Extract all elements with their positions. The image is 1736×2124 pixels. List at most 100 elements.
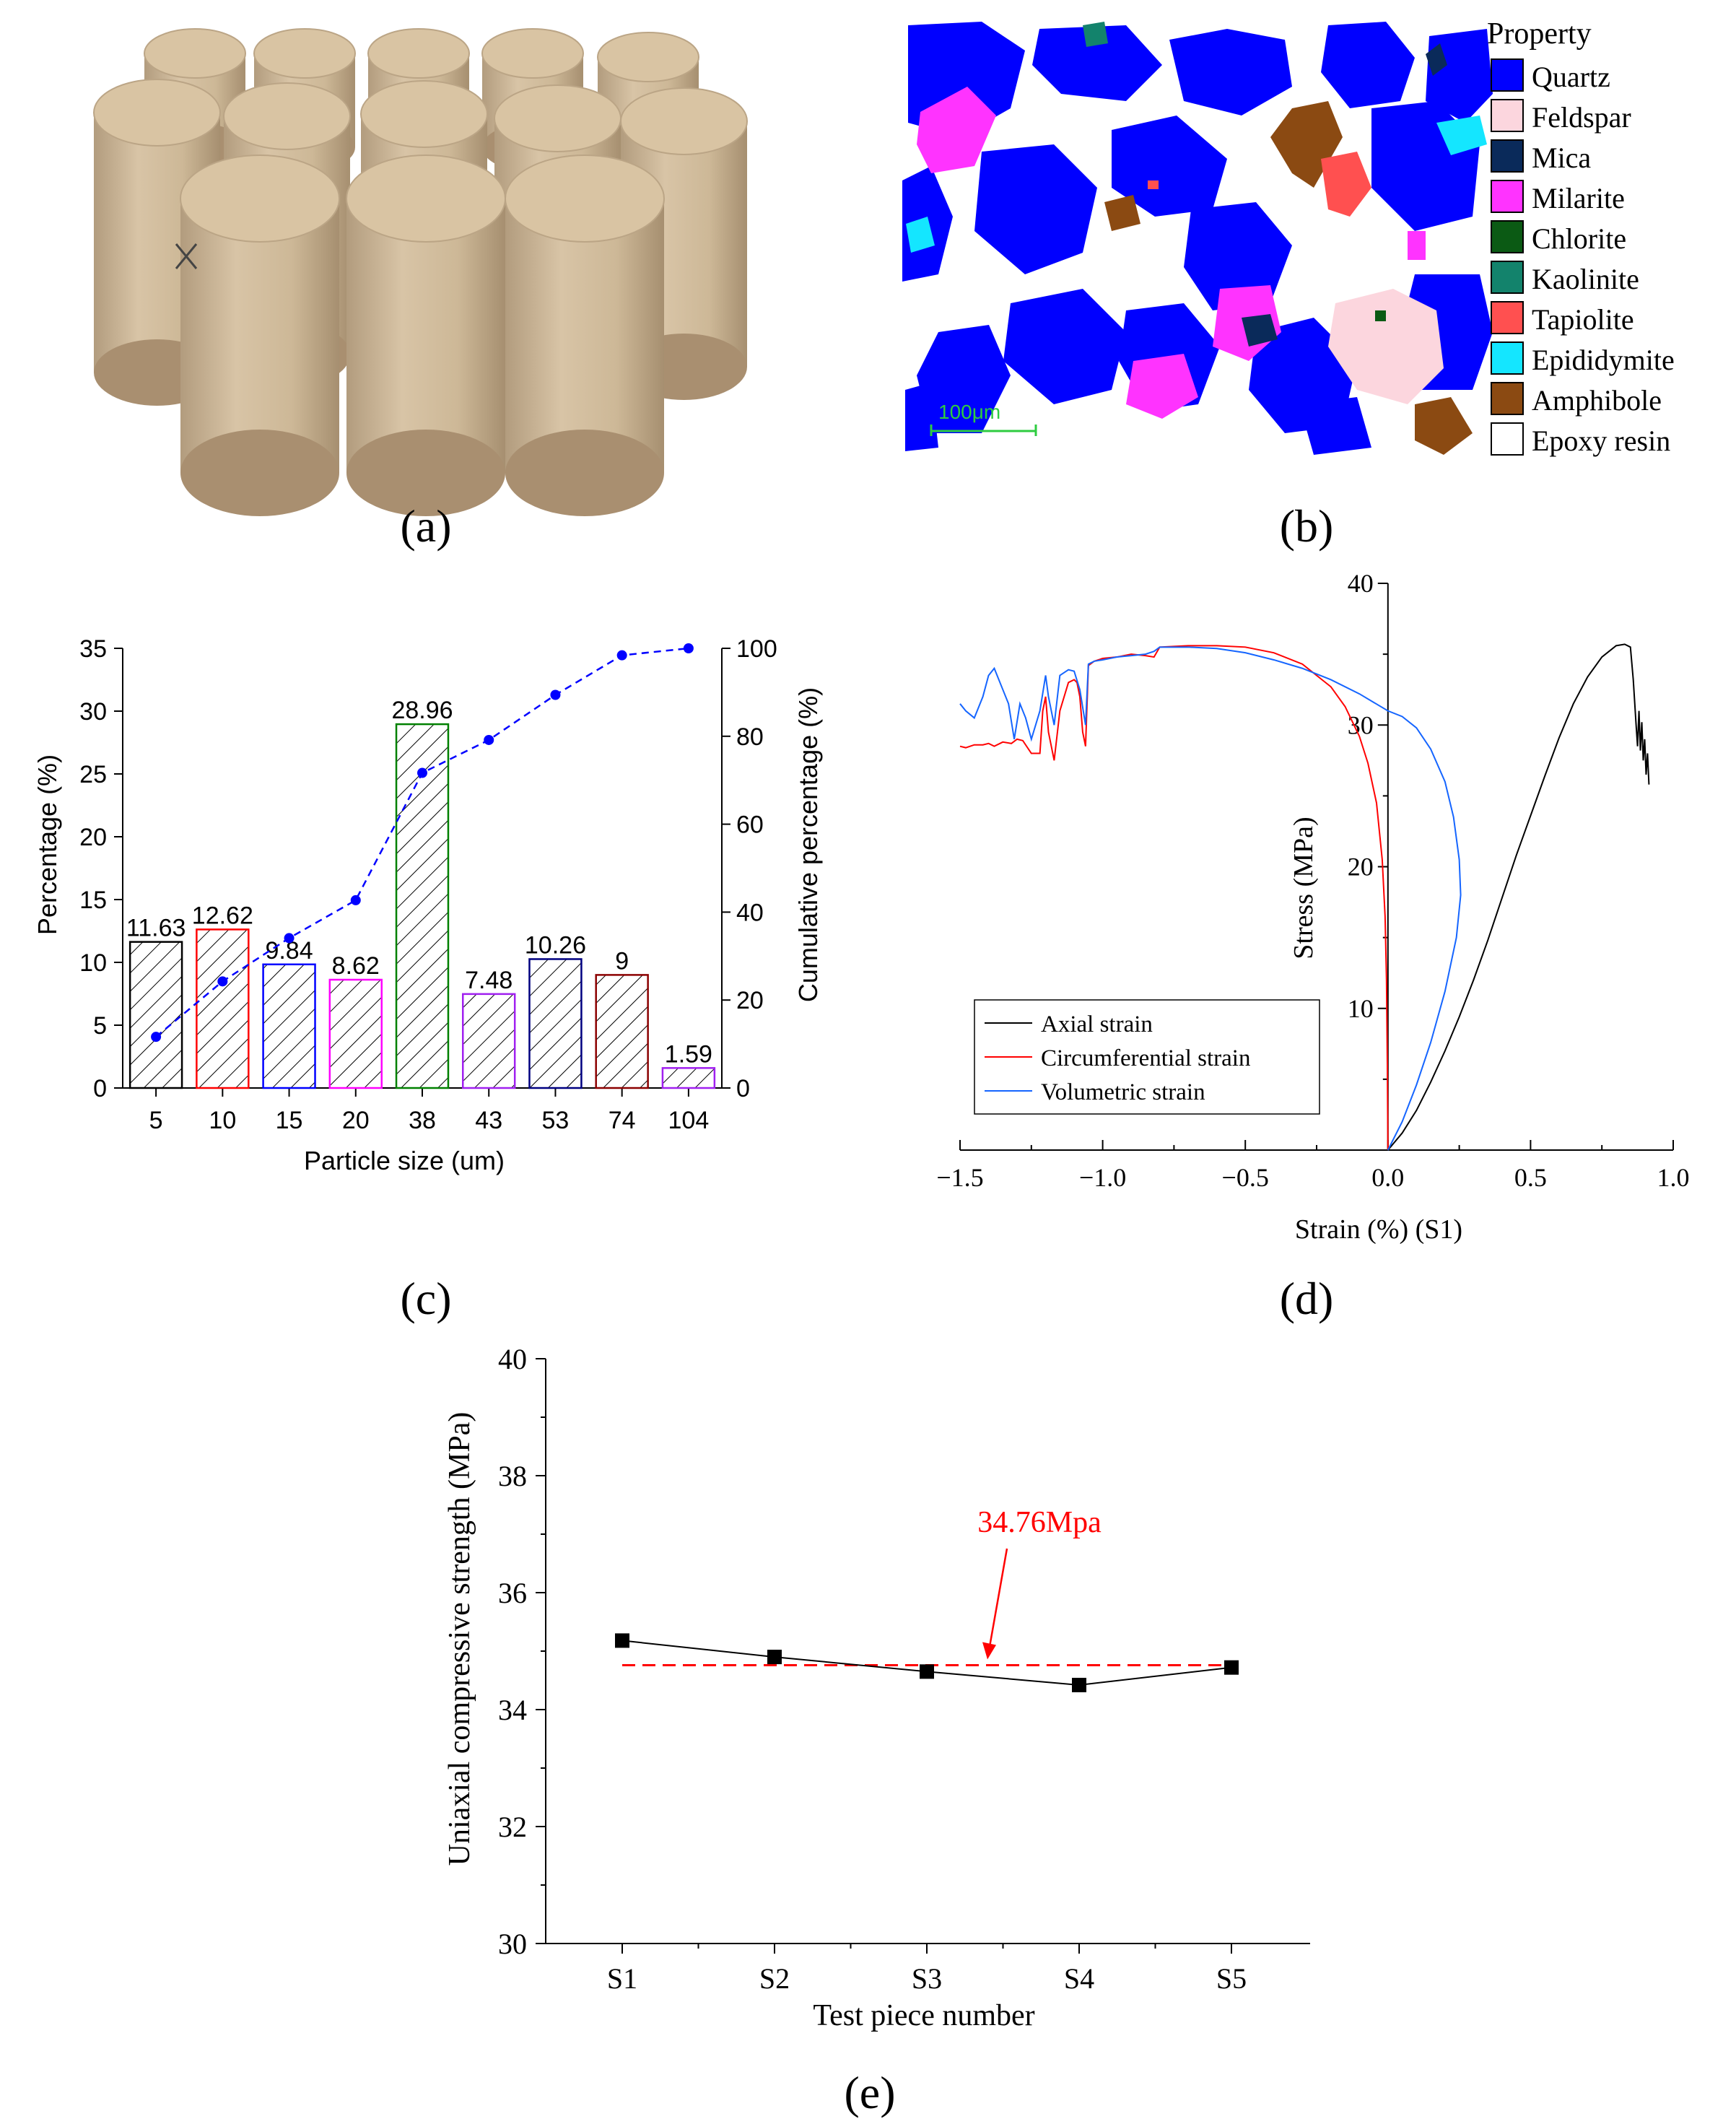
c-ytick-label: 0 bbox=[93, 1075, 107, 1102]
c-cumulative-point bbox=[417, 767, 427, 778]
legend-swatch bbox=[1491, 220, 1524, 253]
c-bar bbox=[328, 978, 383, 1089]
chart-stress-strain: Strain (%) (S1) Stress (MPa) −1.5 −1.0 −0.… bbox=[936, 569, 1689, 1245]
c-bar bbox=[262, 963, 316, 1089]
d-ytick-label: 20 bbox=[1348, 853, 1374, 882]
c-bar bbox=[462, 993, 516, 1089]
mineral-grain bbox=[1375, 310, 1386, 321]
c-y2tick-label: 60 bbox=[736, 811, 764, 839]
mineral-grain bbox=[1242, 314, 1278, 347]
cylinder-side bbox=[180, 199, 339, 473]
mineral-grain bbox=[1148, 180, 1159, 189]
d-xtick-label: −1.5 bbox=[936, 1163, 983, 1192]
c-xtick-label: 15 bbox=[276, 1107, 303, 1134]
legend-swatch bbox=[1491, 301, 1524, 334]
e-ytick-label: 36 bbox=[498, 1577, 527, 1609]
d-xtick-label: 0.5 bbox=[1514, 1163, 1547, 1192]
c-xtick-label: 20 bbox=[342, 1107, 370, 1134]
legend-label: Mica bbox=[1532, 142, 1591, 174]
c-ytick-label: 30 bbox=[79, 698, 107, 726]
c-bar-label: 28.96 bbox=[391, 697, 453, 724]
c-ytick-label: 20 bbox=[79, 824, 107, 851]
legend-label: Kaolinite bbox=[1532, 263, 1639, 295]
mineral-grain bbox=[1321, 152, 1371, 217]
cylinder-top bbox=[360, 80, 488, 148]
c-ytick-label: 15 bbox=[79, 887, 107, 914]
e-data-point bbox=[767, 1650, 782, 1665]
c-bar-hatch bbox=[196, 929, 249, 1088]
c-cumulative-point bbox=[683, 643, 694, 653]
panel-label-e: (e) bbox=[844, 2067, 895, 2118]
d-legend-label: Volumetric strain bbox=[1041, 1079, 1205, 1105]
mineral-grain bbox=[1299, 397, 1371, 455]
d-series-line bbox=[959, 646, 1462, 1151]
c-bar-hatch bbox=[463, 993, 515, 1088]
d-ytick-label: 40 bbox=[1348, 569, 1374, 598]
cylinder-top bbox=[597, 32, 699, 82]
legend-swatch bbox=[1491, 180, 1524, 213]
c-bar-hatch bbox=[662, 1068, 715, 1088]
legend-swatch bbox=[1491, 341, 1524, 375]
panel-label-c: (c) bbox=[400, 1273, 451, 1324]
c-y2tick-label: 20 bbox=[736, 987, 764, 1014]
legend-swatch bbox=[1491, 58, 1524, 92]
mineral-grain bbox=[1321, 22, 1415, 108]
c-bar-label: 8.62 bbox=[332, 952, 380, 980]
c-bar-hatch bbox=[329, 980, 382, 1088]
mineral-grain bbox=[1169, 29, 1292, 116]
cylinder-top bbox=[93, 79, 221, 147]
d-legend-label: Axial strain bbox=[1041, 1011, 1153, 1037]
legend-label: Quartz bbox=[1532, 61, 1610, 93]
c-y2tick-label: 100 bbox=[736, 635, 777, 663]
e-xtick-label: S3 bbox=[912, 1962, 942, 1995]
legend-swatch bbox=[1491, 139, 1524, 173]
c-bar-hatch bbox=[263, 964, 315, 1088]
cylinder-top bbox=[367, 28, 470, 79]
c-ytick-label: 5 bbox=[93, 1012, 107, 1040]
c-bar bbox=[528, 958, 583, 1089]
cylinder-bottom bbox=[180, 430, 339, 516]
e-annotation-arrowhead bbox=[982, 1642, 996, 1660]
cylinder-top bbox=[346, 154, 506, 243]
c-xtick-label: 5 bbox=[149, 1107, 163, 1134]
c-xtick-label: 74 bbox=[609, 1107, 636, 1134]
c-bar-outline bbox=[328, 978, 383, 1089]
panel-label-d: (d) bbox=[1280, 1273, 1334, 1324]
mineral-grain bbox=[1426, 43, 1447, 76]
c-cumulative-point bbox=[151, 1032, 162, 1043]
e-data-point bbox=[920, 1664, 934, 1679]
e-mean-annotation: 34.76Mpa bbox=[977, 1506, 1102, 1539]
legend-swatch bbox=[1491, 99, 1524, 132]
e-ytick-label: 38 bbox=[498, 1460, 527, 1492]
c-bar-hatch bbox=[130, 941, 183, 1088]
c-bar-label: 10.26 bbox=[525, 931, 586, 959]
c-bar-hatch bbox=[529, 959, 582, 1088]
legend-swatch bbox=[1491, 382, 1524, 415]
e-data-point bbox=[615, 1633, 629, 1648]
mineral-grain bbox=[1112, 116, 1227, 217]
mineral-grain bbox=[917, 325, 1011, 433]
e-xlabel: Test piece number bbox=[813, 1999, 1034, 2032]
chart-particle-size: Particle size (um) Percentage (%) Cumula… bbox=[32, 635, 823, 1175]
d-xlabel: Strain (%) (S1) bbox=[1295, 1214, 1462, 1245]
panel-label-a: (a) bbox=[400, 500, 451, 552]
c-bar-outline bbox=[128, 941, 183, 1089]
c-bar-outline bbox=[196, 928, 250, 1089]
cylinder-side bbox=[346, 199, 505, 473]
e-ylabel: Uniaxial compressive strength (MPa) bbox=[443, 1412, 476, 1866]
legend-label: Chlorite bbox=[1532, 222, 1626, 255]
d-xtick-label: 1.0 bbox=[1657, 1163, 1690, 1192]
c-xlabel: Particle size (um) bbox=[304, 1146, 505, 1175]
cylinder-top bbox=[180, 154, 340, 243]
c-bar bbox=[395, 723, 450, 1089]
scale-bar: 100μm bbox=[930, 401, 1037, 436]
c-y2tick-label: 80 bbox=[736, 723, 764, 751]
c-cumulative-point bbox=[550, 689, 561, 700]
mineral-grain bbox=[906, 217, 935, 253]
c-ylabel: Percentage (%) bbox=[32, 754, 62, 935]
legend-label: Tapiolite bbox=[1532, 303, 1634, 336]
c-xtick-label: 43 bbox=[475, 1107, 502, 1134]
e-ytick-label: 30 bbox=[498, 1928, 527, 1960]
legend-label: Epididymite bbox=[1532, 344, 1675, 376]
mineral-grain bbox=[1436, 116, 1487, 155]
